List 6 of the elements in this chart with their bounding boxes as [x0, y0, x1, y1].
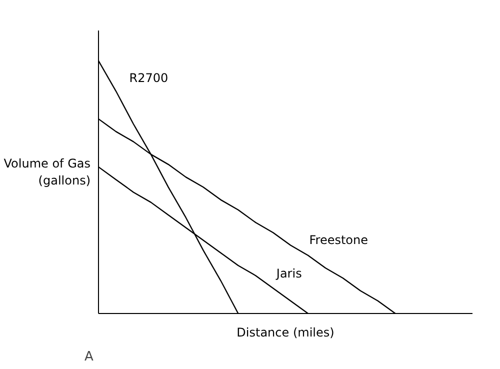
x-axis-title: Distance (miles) — [236, 326, 334, 340]
series-label: Jaris — [275, 266, 302, 281]
series-label: Freestone — [309, 233, 368, 248]
series-label: R2700 — [129, 71, 168, 86]
text: A — [84, 350, 94, 364]
y-axis-title: Volume of Gas (gallons) — [4, 156, 91, 188]
